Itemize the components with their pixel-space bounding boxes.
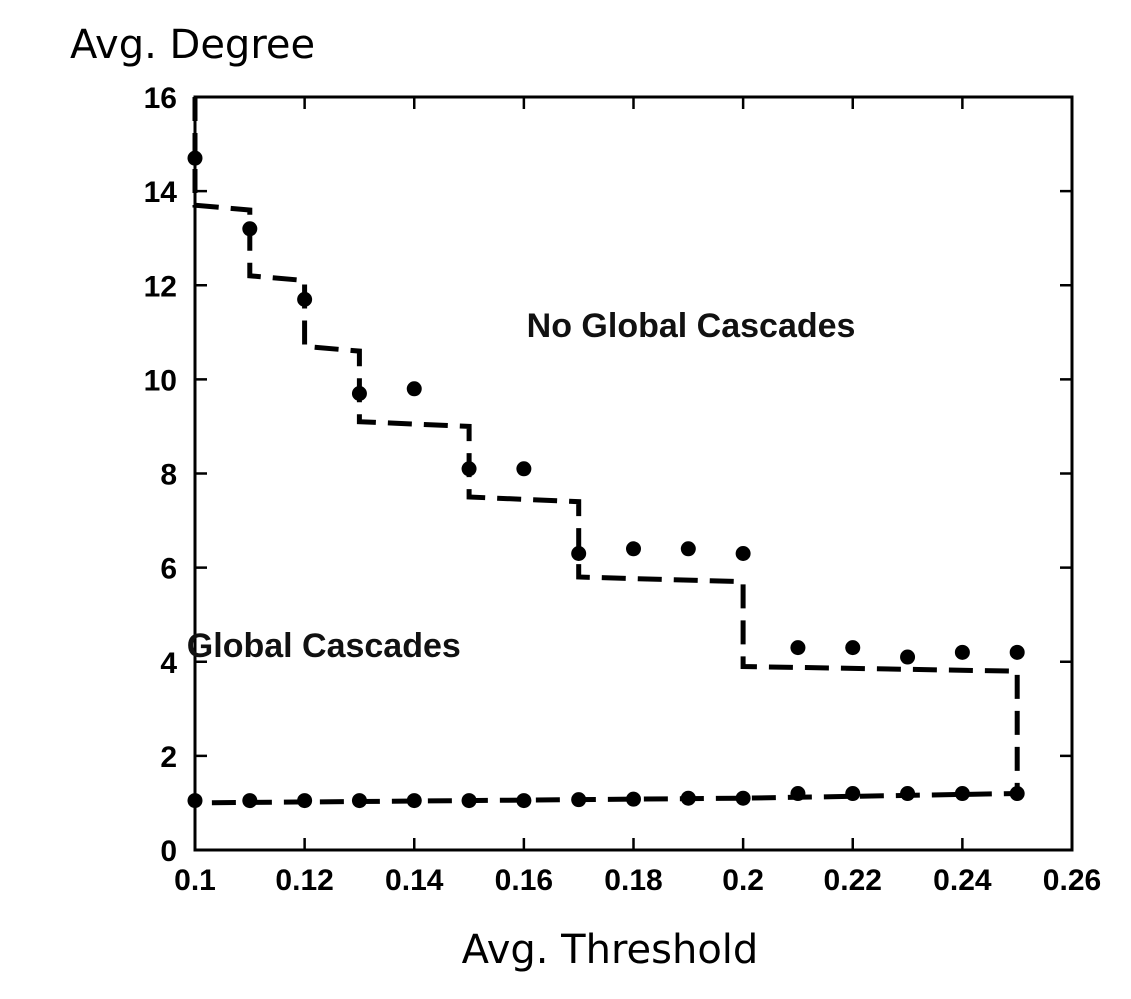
y-tick-label: 16: [144, 82, 177, 115]
data-point: [900, 786, 916, 802]
data-point: [790, 640, 806, 656]
y-axis: 0 2 4 6 8 10 12 14 16: [144, 82, 1072, 868]
data-point: [735, 546, 751, 562]
region-annotation: Global Cascades: [187, 627, 461, 665]
y-tick-label: 0: [160, 835, 177, 868]
y-tick-label: 14: [144, 176, 178, 209]
series-lines: [192, 97, 1020, 806]
boundary-dashed-line: [192, 97, 1020, 806]
data-point: [1009, 786, 1025, 802]
data-point: [571, 546, 587, 562]
data-point: [1009, 644, 1025, 660]
data-point: [242, 221, 258, 237]
y-tick-label: 4: [160, 647, 177, 680]
y-tick-label: 8: [160, 459, 177, 492]
data-point: [626, 791, 641, 807]
x-tick-label: 0.2: [722, 864, 764, 897]
x-tick-label: 0.26: [1043, 864, 1101, 897]
data-point: [516, 461, 532, 477]
data-point: [571, 792, 587, 808]
x-tick-label: 0.22: [824, 864, 882, 897]
data-point: [954, 644, 970, 660]
data-point: [516, 793, 532, 809]
data-point: [297, 291, 313, 307]
series-points: [187, 150, 1025, 809]
x-tick-label: 0.12: [275, 864, 333, 897]
data-point: [461, 793, 477, 809]
y-tick-label: 12: [144, 270, 177, 303]
x-axis: 0.1 0.12 0.14 0.16 0.18 0.2 0.22 0.24 0.26: [174, 97, 1101, 897]
plot-frame: [193, 95, 1074, 852]
data-point: [680, 790, 696, 806]
annotations: No Global Cascades Global Cascades: [187, 307, 856, 665]
data-point: [242, 793, 258, 809]
x-tick-label: 0.18: [604, 864, 662, 897]
x-axis-title: Avg. Threshold: [462, 927, 759, 973]
y-tick-label: 2: [160, 741, 177, 774]
data-point: [406, 381, 422, 397]
data-point: [845, 786, 861, 802]
x-tick-label: 0.24: [933, 864, 992, 897]
data-point: [735, 790, 751, 806]
data-point: [790, 786, 806, 802]
data-point: [351, 793, 367, 809]
y-axis-title: Avg. Degree: [70, 22, 315, 68]
data-point: [954, 786, 970, 802]
data-point: [626, 541, 641, 557]
data-point: [297, 793, 313, 809]
plot-area: 0.1 0.12 0.14 0.16 0.18 0.2 0.22 0.24 0.26 0 2 4 6 8…: [144, 82, 1102, 897]
data-point: [187, 793, 203, 809]
data-point: [680, 541, 696, 557]
data-point: [900, 649, 916, 665]
x-tick-label: 0.16: [495, 864, 553, 897]
y-tick-label: 6: [160, 553, 177, 586]
data-point: [406, 793, 422, 809]
x-tick-label: 0.14: [385, 864, 444, 897]
data-point: [351, 385, 367, 401]
data-point: [187, 150, 203, 166]
x-tick-label: 0.1: [174, 864, 216, 897]
data-point: [845, 640, 861, 656]
region-annotation: No Global Cascades: [527, 307, 856, 345]
y-tick-label: 10: [144, 364, 177, 397]
data-point: [461, 461, 477, 477]
